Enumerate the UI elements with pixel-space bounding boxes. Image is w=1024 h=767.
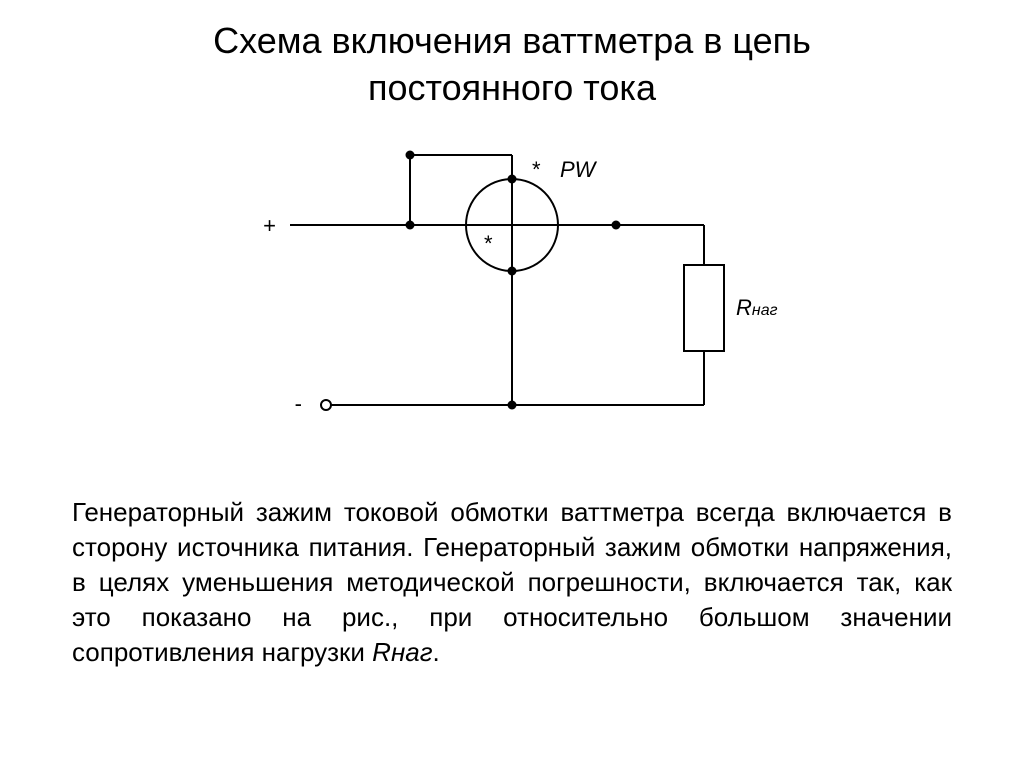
svg-text:*: *: [484, 231, 493, 256]
paragraph-r-suffix: наг: [391, 637, 433, 667]
paragraph-text-2: .: [433, 637, 440, 667]
page: Схема включения ваттметра в цепь постоян…: [0, 0, 1024, 767]
svg-text:Rнаг: Rнаг: [736, 295, 778, 320]
circuit-diagram: + - * * PW Rнаг: [0, 135, 1024, 475]
svg-text:PW: PW: [560, 157, 598, 182]
svg-text:-: -: [295, 391, 302, 416]
paragraph-text-1: Генераторный зажим токовой обмотки ваттм…: [72, 497, 952, 667]
svg-text:*: *: [532, 157, 541, 182]
body-paragraph: Генераторный зажим токовой обмотки ваттм…: [72, 495, 952, 670]
title-line-2: постоянного тока: [368, 67, 656, 108]
page-title: Схема включения ваттметра в цепь постоян…: [0, 18, 1024, 112]
svg-text:+: +: [263, 213, 276, 238]
circuit-svg: + - * * PW Rнаг: [0, 135, 1024, 475]
paragraph-r-prefix: R: [372, 637, 391, 667]
title-line-1: Схема включения ваттметра в цепь: [213, 20, 811, 61]
